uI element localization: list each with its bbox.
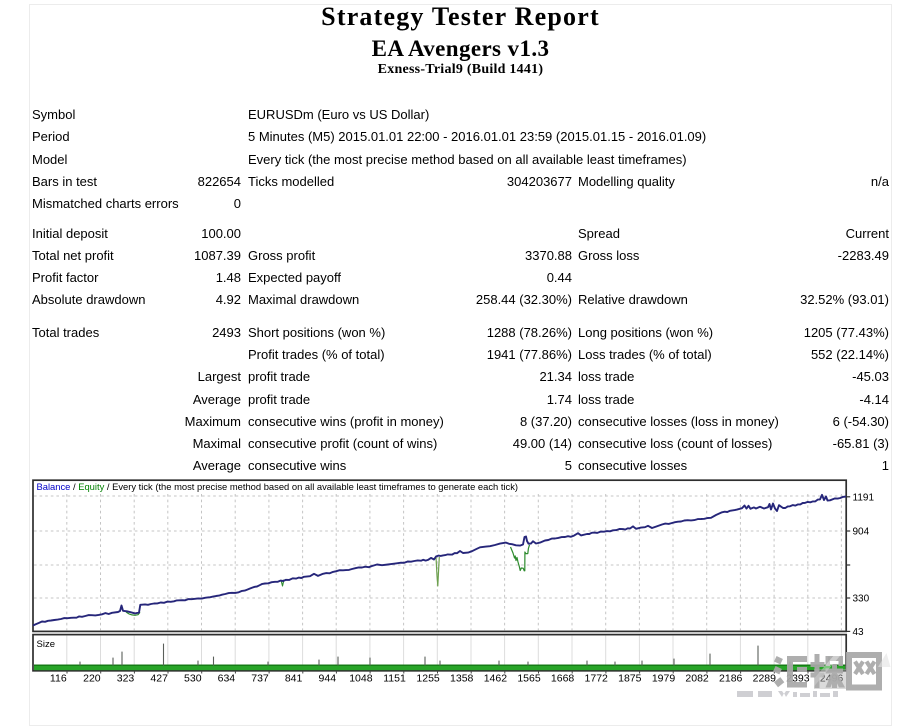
- svg-text:427: 427: [150, 673, 168, 685]
- svg-text:323: 323: [117, 673, 135, 685]
- svg-text:1875: 1875: [618, 673, 642, 685]
- svg-text:330: 330: [853, 594, 870, 605]
- svg-text:116: 116: [50, 673, 67, 685]
- svg-text:1255: 1255: [416, 673, 440, 685]
- svg-text:530: 530: [184, 673, 202, 685]
- svg-text:Balance / Equity / Every tick: Balance / Equity / Every tick (the most …: [37, 481, 519, 492]
- svg-text:1151: 1151: [383, 673, 406, 685]
- svg-text:220: 220: [83, 673, 101, 685]
- svg-text:1565: 1565: [517, 673, 541, 685]
- svg-text:904: 904: [853, 527, 870, 538]
- svg-text:634: 634: [218, 673, 236, 685]
- svg-text:1979: 1979: [652, 673, 676, 685]
- svg-text:Size: Size: [37, 639, 55, 650]
- svg-text:1358: 1358: [450, 673, 474, 685]
- svg-text:1462: 1462: [484, 673, 508, 685]
- svg-text:944: 944: [319, 673, 337, 685]
- svg-text:2082: 2082: [685, 673, 709, 685]
- svg-text:737: 737: [251, 673, 269, 685]
- svg-text:43: 43: [853, 627, 865, 638]
- svg-text:2289: 2289: [753, 673, 777, 685]
- svg-text:1191: 1191: [853, 493, 875, 504]
- svg-text:841: 841: [285, 673, 303, 685]
- svg-text:1772: 1772: [585, 673, 609, 685]
- svg-text:1048: 1048: [349, 673, 373, 685]
- svg-text:2186: 2186: [719, 673, 743, 685]
- svg-text:1668: 1668: [551, 673, 575, 685]
